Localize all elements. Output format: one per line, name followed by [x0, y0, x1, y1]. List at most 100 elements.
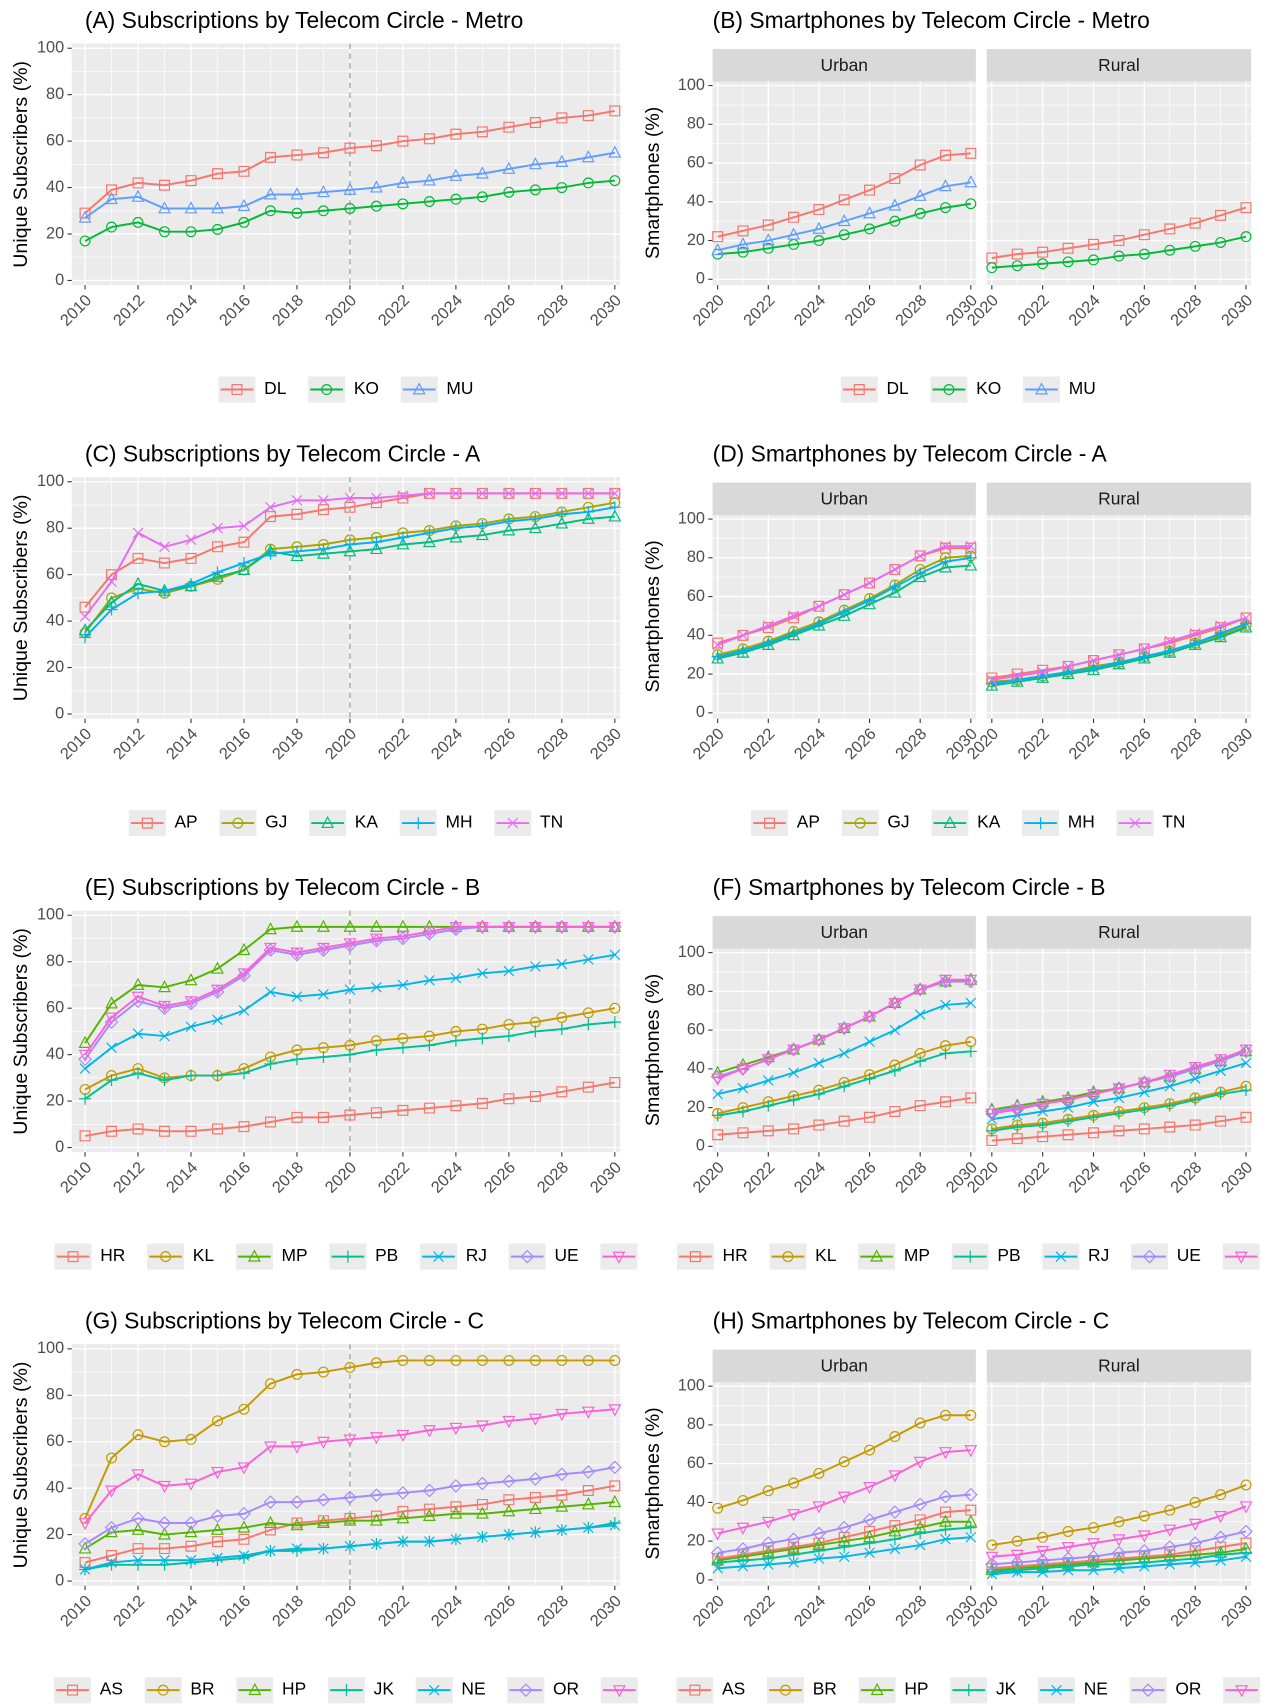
- data-point: [1061, 1551, 1075, 1566]
- facet-strip: [986, 49, 1252, 82]
- data-point: [939, 1523, 952, 1536]
- data-point: [914, 207, 926, 219]
- y-tick-label: 80: [46, 519, 64, 537]
- data-point: [965, 1409, 977, 1421]
- x-tick-label: 2028: [1167, 1592, 1205, 1630]
- data-point: [211, 1466, 224, 1480]
- data-point: [264, 1057, 277, 1070]
- legend-marker: [340, 1684, 353, 1697]
- data-point: [105, 996, 118, 1009]
- data-point: [1113, 1562, 1125, 1574]
- data-point: [608, 1404, 622, 1417]
- data-point: [914, 1100, 926, 1112]
- data-point: [318, 988, 329, 1000]
- data-point: [582, 1485, 594, 1496]
- legend-label: RJ: [466, 1245, 487, 1265]
- data-point: [581, 921, 595, 935]
- data-point: [737, 1127, 749, 1139]
- legend-marker: [1129, 817, 1141, 829]
- x-tick-label: 2024: [428, 291, 466, 329]
- x-tick-label: 2018: [269, 1158, 307, 1196]
- data-point: [79, 235, 91, 247]
- legend-label: AP: [174, 812, 197, 832]
- data-point: [914, 1514, 926, 1526]
- data-point: [528, 520, 542, 534]
- data-point: [131, 1522, 145, 1535]
- data-point: [106, 1452, 118, 1464]
- data-point: [863, 1481, 876, 1495]
- data-point: [837, 1023, 851, 1036]
- data-point: [712, 639, 723, 651]
- legend-marker: [854, 817, 866, 829]
- y-tick-label: 80: [687, 115, 705, 133]
- data-point: [371, 1538, 382, 1550]
- data-point: [1164, 1504, 1176, 1516]
- series-line: [991, 235, 1247, 269]
- data-point: [502, 1504, 516, 1517]
- data-point: [737, 1495, 749, 1506]
- legend-label: KA: [977, 812, 1001, 832]
- x-tick-label: 2018: [269, 725, 307, 763]
- data-point: [787, 1093, 800, 1106]
- y-tick-label: 80: [46, 1386, 64, 1404]
- data-point: [608, 501, 621, 514]
- data-point: [1113, 1125, 1125, 1137]
- data-point: [475, 921, 489, 935]
- data-point: [1189, 1496, 1201, 1508]
- data-point: [1088, 254, 1100, 266]
- data-point: [608, 1494, 622, 1508]
- data-point: [986, 1568, 998, 1580]
- y-tick-label: 40: [46, 178, 64, 196]
- data-point: [211, 1069, 224, 1082]
- data-point: [985, 1557, 999, 1572]
- data-point: [1214, 629, 1228, 643]
- legend-label: PB: [375, 1245, 398, 1265]
- data-point: [529, 1090, 541, 1102]
- data-point: [838, 1115, 850, 1127]
- data-point: [1011, 1566, 1023, 1578]
- data-point: [1189, 637, 1202, 650]
- data-point: [1112, 1534, 1126, 1547]
- data-point: [940, 1506, 951, 1518]
- x-tick-label: 2020: [690, 725, 728, 763]
- data-point: [503, 186, 515, 198]
- data-point: [370, 1044, 383, 1056]
- data-point: [963, 1487, 978, 1502]
- data-point: [1215, 620, 1226, 631]
- data-point: [291, 508, 303, 520]
- facet-strip: [712, 49, 976, 82]
- data-point: [371, 981, 382, 993]
- data-point: [264, 1441, 277, 1454]
- data-point: [476, 1355, 488, 1366]
- data-point: [940, 202, 951, 214]
- x-tick-label: 2018: [269, 291, 307, 329]
- data-point: [889, 1543, 901, 1555]
- data-point: [476, 1498, 488, 1510]
- data-point: [556, 1355, 568, 1366]
- legend-label: HP: [904, 1679, 928, 1699]
- data-point: [211, 1123, 223, 1135]
- data-point: [502, 1030, 515, 1043]
- data-point: [423, 1030, 435, 1042]
- data-point: [105, 1485, 118, 1498]
- data-point: [1164, 1559, 1176, 1570]
- data-point: [1189, 1073, 1201, 1084]
- data-point: [290, 919, 304, 932]
- legend-label: JK: [996, 1679, 1017, 1699]
- data-point: [1240, 617, 1253, 630]
- y-tick-label: 60: [687, 587, 705, 605]
- x-tick-label: 2010: [57, 1158, 95, 1196]
- data-point: [1112, 1545, 1126, 1560]
- legend-label: BR: [813, 1679, 837, 1699]
- series-line: [717, 152, 971, 238]
- data-point: [582, 505, 595, 518]
- data-point: [369, 1488, 384, 1502]
- chart-title: (D) Smartphones by Telecom Circle - A: [713, 440, 1108, 466]
- data-point: [106, 221, 118, 233]
- data-point: [1164, 635, 1176, 647]
- x-tick-label: 2024: [1065, 1158, 1103, 1196]
- data-point: [106, 1550, 118, 1562]
- data-point: [712, 1129, 724, 1141]
- data-point: [344, 492, 356, 504]
- data-point: [888, 1064, 901, 1077]
